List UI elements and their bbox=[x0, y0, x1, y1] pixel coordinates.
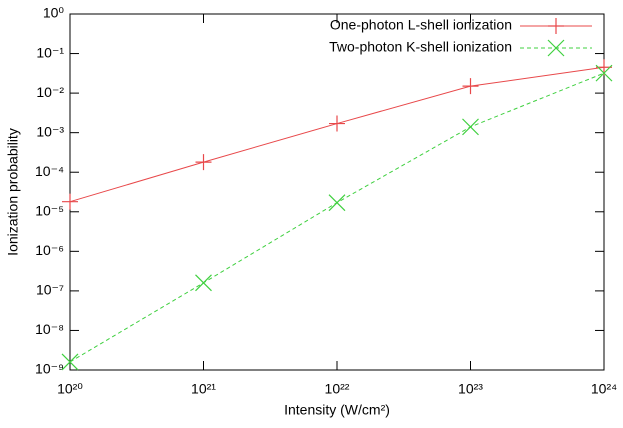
marker bbox=[328, 194, 346, 212]
y-tick-label: 10⁰ bbox=[43, 5, 65, 21]
x-tick-label: 10²⁴ bbox=[591, 381, 617, 397]
marker bbox=[61, 353, 79, 371]
x-tick-label: 10²² bbox=[325, 381, 350, 397]
y-axis-label: Ionization probability bbox=[5, 128, 21, 256]
marker bbox=[195, 274, 212, 292]
legend-label: One-photon L-shell ionization bbox=[330, 17, 512, 33]
y-tick-label: 10⁻⁷ bbox=[36, 282, 64, 298]
plot-border bbox=[69, 13, 605, 371]
x-tick-label: 10²³ bbox=[458, 381, 483, 397]
x-tick-label: 10²¹ bbox=[191, 381, 216, 397]
y-tick-label: 10⁻⁶ bbox=[35, 242, 64, 258]
marker bbox=[595, 64, 613, 82]
marker bbox=[462, 78, 479, 95]
legend-label: Two-photon K-shell ionization bbox=[329, 39, 512, 55]
marker bbox=[462, 118, 479, 136]
y-tick-label: 10⁻⁹ bbox=[35, 361, 64, 377]
legend-marker bbox=[547, 39, 565, 57]
y-tick-label: 10⁻¹ bbox=[36, 44, 64, 60]
marker bbox=[195, 154, 212, 171]
x-tick-label: 10²⁰ bbox=[57, 381, 83, 397]
y-tick-label: 10⁻⁴ bbox=[35, 163, 64, 179]
series-line bbox=[69, 66, 605, 203]
y-tick-label: 10⁻⁵ bbox=[35, 202, 64, 218]
x-axis-label: Intensity (W/cm²) bbox=[284, 402, 390, 418]
marker bbox=[62, 193, 78, 210]
marker bbox=[329, 115, 345, 132]
y-tick-label: 10⁻³ bbox=[36, 123, 64, 139]
legend-marker bbox=[548, 18, 564, 34]
y-tick-label: 10⁻⁸ bbox=[35, 321, 64, 337]
y-tick-label: 10⁻² bbox=[36, 84, 64, 100]
